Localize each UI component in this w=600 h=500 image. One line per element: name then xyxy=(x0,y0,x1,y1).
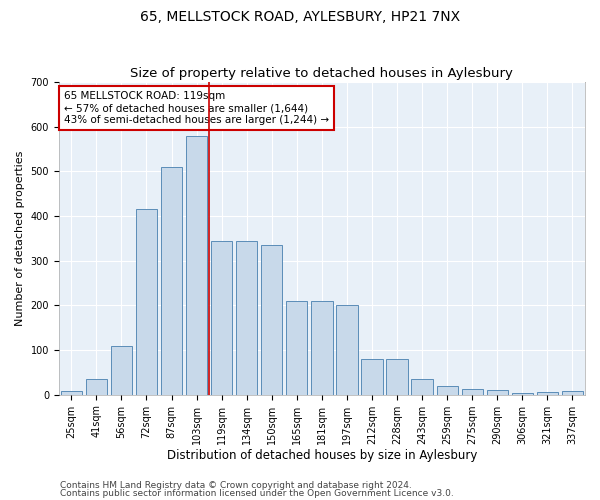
Bar xyxy=(437,386,458,394)
Bar xyxy=(537,392,558,394)
Bar xyxy=(136,210,157,394)
Bar xyxy=(186,136,207,394)
Bar xyxy=(111,346,132,395)
Bar xyxy=(311,301,332,394)
Text: 65, MELLSTOCK ROAD, AYLESBURY, HP21 7NX: 65, MELLSTOCK ROAD, AYLESBURY, HP21 7NX xyxy=(140,10,460,24)
Y-axis label: Number of detached properties: Number of detached properties xyxy=(15,150,25,326)
Bar xyxy=(487,390,508,394)
Text: Contains HM Land Registry data © Crown copyright and database right 2024.: Contains HM Land Registry data © Crown c… xyxy=(60,480,412,490)
Bar xyxy=(261,245,283,394)
Bar xyxy=(236,240,257,394)
Text: 65 MELLSTOCK ROAD: 119sqm
← 57% of detached houses are smaller (1,644)
43% of se: 65 MELLSTOCK ROAD: 119sqm ← 57% of detac… xyxy=(64,92,329,124)
Bar xyxy=(461,390,483,394)
Title: Size of property relative to detached houses in Aylesbury: Size of property relative to detached ho… xyxy=(130,66,514,80)
Bar xyxy=(211,240,232,394)
Bar xyxy=(161,167,182,394)
Bar xyxy=(412,379,433,394)
X-axis label: Distribution of detached houses by size in Aylesbury: Distribution of detached houses by size … xyxy=(167,450,477,462)
Bar xyxy=(61,391,82,394)
Bar xyxy=(336,306,358,394)
Bar xyxy=(386,359,408,394)
Bar xyxy=(286,301,307,394)
Text: Contains public sector information licensed under the Open Government Licence v3: Contains public sector information licen… xyxy=(60,489,454,498)
Bar xyxy=(86,379,107,394)
Bar xyxy=(361,359,383,394)
Bar xyxy=(562,391,583,394)
